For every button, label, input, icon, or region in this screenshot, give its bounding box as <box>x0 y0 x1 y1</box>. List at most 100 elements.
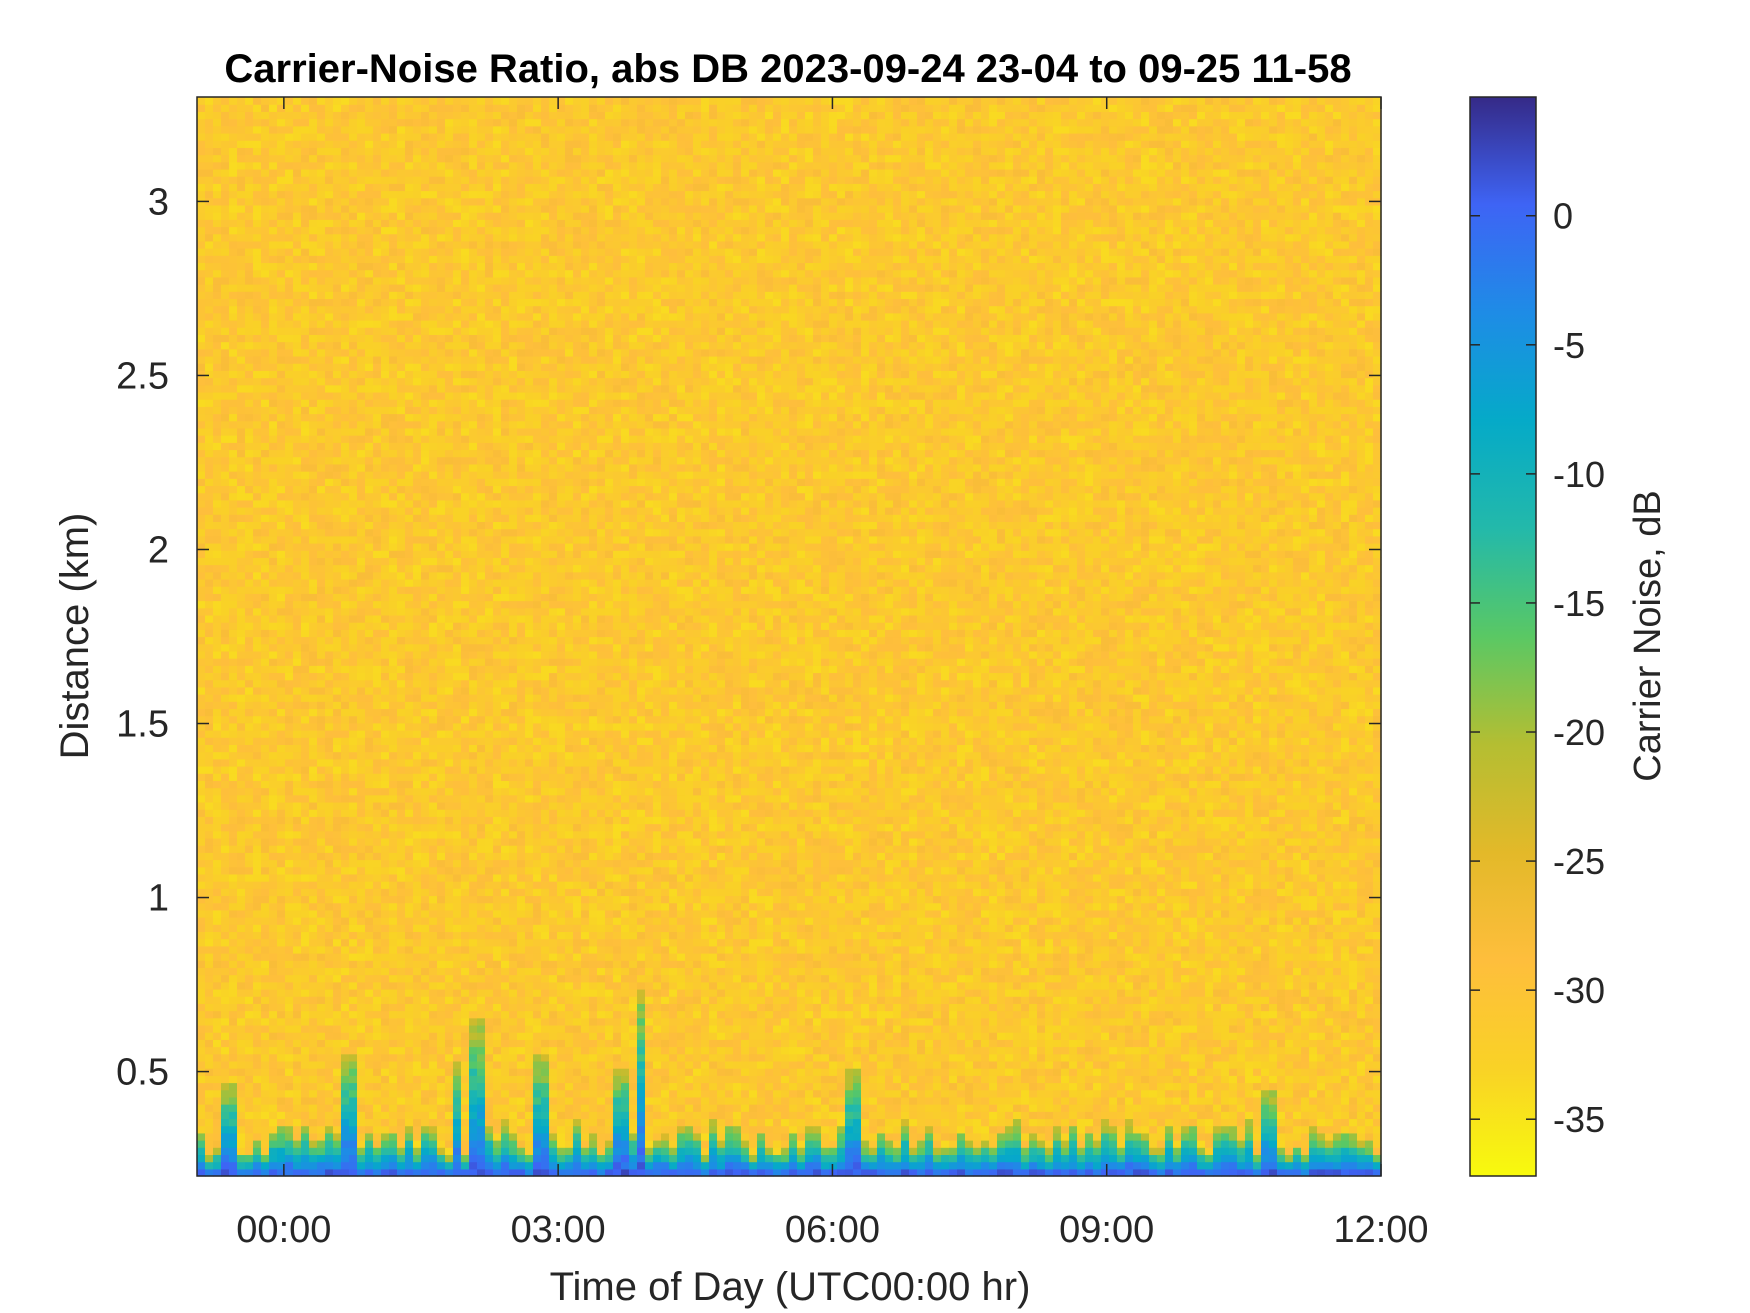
heatmap-cell <box>237 1046 246 1055</box>
heatmap-cell <box>421 852 430 861</box>
heatmap-cell <box>309 1039 318 1048</box>
heatmap-cell <box>445 967 454 976</box>
heatmap-cell <box>245 161 254 170</box>
heatmap-cell <box>301 902 310 911</box>
heatmap-cell <box>269 974 278 983</box>
heatmap-cell <box>349 614 358 623</box>
heatmap-cell <box>349 658 358 666</box>
heatmap-cell <box>429 801 438 810</box>
heatmap-cell <box>301 377 310 386</box>
heatmap-cell <box>381 636 390 645</box>
heatmap-cell <box>381 1024 390 1033</box>
heatmap-cell <box>461 888 470 897</box>
heatmap-cell <box>341 147 350 156</box>
heatmap-cell <box>261 902 270 911</box>
heatmap-cell <box>349 542 358 551</box>
heatmap-cell <box>349 248 358 256</box>
heatmap-cell <box>357 183 366 192</box>
heatmap-cell <box>301 97 310 105</box>
heatmap-cell <box>285 1017 294 1026</box>
heatmap-cell <box>429 1068 438 1076</box>
heatmap-cell <box>437 924 446 933</box>
heatmap-cell <box>285 140 294 148</box>
heatmap-cell <box>413 1024 422 1033</box>
heatmap-cell <box>413 334 422 343</box>
heatmap-cell <box>397 420 406 429</box>
heatmap-cell <box>237 996 246 1004</box>
heatmap-cell <box>205 902 214 911</box>
heatmap-cell <box>429 564 438 573</box>
heatmap-cell <box>277 809 286 817</box>
heatmap-cell <box>277 535 286 544</box>
heatmap-cell <box>277 463 286 472</box>
heatmap-cell <box>349 97 358 105</box>
heatmap-cell <box>309 715 318 724</box>
heatmap-cell <box>349 269 358 278</box>
heatmap-cell <box>229 636 238 645</box>
heatmap-cell <box>365 967 374 976</box>
heatmap-cell <box>261 154 270 163</box>
heatmap-cell <box>357 125 366 134</box>
heatmap-cell <box>341 499 350 508</box>
heatmap-cell <box>333 535 342 544</box>
heatmap-cell <box>221 132 230 141</box>
heatmap-cell <box>341 161 350 170</box>
heatmap-cell <box>197 564 206 573</box>
heatmap-cell <box>277 859 286 868</box>
heatmap-cell <box>381 686 390 695</box>
heatmap-cell <box>309 694 318 702</box>
heatmap-cell <box>213 852 222 861</box>
heatmap-cell <box>357 341 366 350</box>
heatmap-cell <box>365 305 374 314</box>
heatmap-cell <box>261 471 270 479</box>
heatmap-cell <box>373 564 382 573</box>
heatmap-cell <box>381 341 390 350</box>
heatmap-cell <box>253 773 262 781</box>
heatmap-cell <box>437 478 446 487</box>
heatmap-cell <box>429 953 438 961</box>
heatmap-cell <box>453 233 462 242</box>
heatmap-cell <box>229 212 238 220</box>
heatmap-cell <box>261 204 270 213</box>
heatmap-cell <box>341 780 350 789</box>
heatmap-cell <box>301 1010 310 1019</box>
heatmap-cell <box>237 679 246 688</box>
heatmap-cell <box>381 154 390 163</box>
heatmap-cell <box>413 262 422 271</box>
heatmap-cell <box>389 1147 398 1156</box>
heatmap-cell <box>453 226 462 235</box>
heatmap-cell <box>397 463 406 472</box>
heatmap-cell <box>349 924 358 933</box>
heatmap-cell <box>269 917 278 925</box>
heatmap-cell <box>333 809 342 817</box>
heatmap-cell <box>205 917 214 925</box>
heatmap-cell <box>421 751 430 760</box>
heatmap-cell <box>261 715 270 724</box>
heatmap-cell <box>445 384 454 393</box>
heatmap-cell <box>437 104 446 112</box>
heatmap-cell <box>237 801 246 810</box>
heatmap-cell <box>445 542 454 551</box>
heatmap-cell <box>429 248 438 256</box>
heatmap-cell <box>277 276 286 285</box>
heatmap-cell <box>365 507 374 515</box>
heatmap-cell <box>261 406 270 415</box>
heatmap-cell <box>293 471 302 479</box>
heatmap-cell <box>341 953 350 961</box>
heatmap-cell <box>229 161 238 170</box>
heatmap-cell <box>373 917 382 925</box>
heatmap-cell <box>269 801 278 810</box>
heatmap-cell <box>445 931 454 940</box>
heatmap-cell <box>397 528 406 537</box>
heatmap-cell <box>197 355 206 364</box>
heatmap-cell <box>221 521 230 530</box>
heatmap-cell <box>221 758 230 767</box>
heatmap-cell <box>309 816 318 825</box>
heatmap-cell <box>253 118 262 127</box>
heatmap-cell <box>253 204 262 213</box>
heatmap-cell <box>445 284 454 292</box>
heatmap-cell <box>437 334 446 343</box>
heatmap-cell <box>293 679 302 688</box>
heatmap-cell <box>221 1068 230 1076</box>
heatmap-cell <box>309 895 318 904</box>
